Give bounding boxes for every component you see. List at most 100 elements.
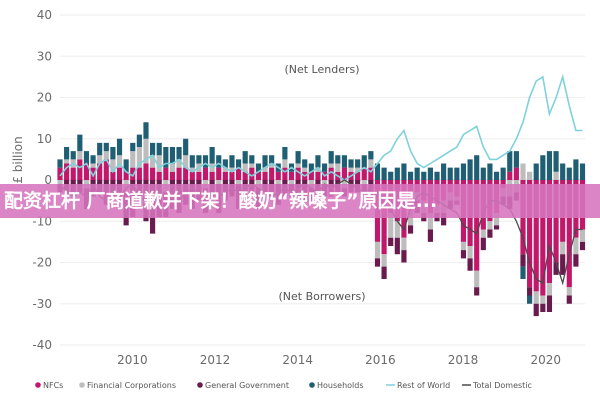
bar-fin: [90, 163, 96, 168]
bar-nfc: [90, 167, 96, 180]
bar-fin: [579, 229, 586, 242]
bar-nfc: [110, 171, 116, 180]
bar-gov: [388, 237, 394, 246]
bar-fin: [480, 229, 486, 238]
bar-nfc: [77, 159, 83, 180]
bar-fin: [269, 163, 275, 168]
bar-nfc: [315, 171, 321, 180]
bar-hh: [321, 163, 328, 172]
bar-nfc: [546, 180, 553, 284]
bar-gov: [573, 254, 579, 267]
bar-hh: [573, 159, 579, 180]
bar-hh: [189, 155, 195, 168]
bar-fin: [520, 163, 526, 180]
bar-hh: [513, 151, 519, 168]
bar-hh: [401, 163, 407, 180]
bar-hh: [427, 167, 433, 180]
bar-hh: [110, 147, 116, 160]
bar-fin: [189, 167, 195, 172]
legend-marker: [309, 382, 315, 388]
bar-hh: [493, 171, 500, 180]
bar-hh: [480, 167, 486, 180]
bar-gov: [394, 237, 400, 255]
bar-fin: [295, 163, 301, 168]
bar-hh: [123, 159, 129, 172]
y-tick-label: 0: [44, 173, 52, 187]
bar-fin: [540, 295, 546, 304]
bar-nfc: [143, 163, 149, 180]
legend-item: Rest of World: [397, 381, 450, 390]
bar-gov: [546, 295, 553, 312]
headline-banner: 配资杠杆 厂商道歉并下架！酸奶“辣嗓子”原因是...: [0, 184, 600, 218]
x-tick-label: 2018: [448, 353, 479, 367]
bar-fin: [487, 221, 493, 230]
bar-nfc: [156, 171, 162, 180]
bar-nfc: [103, 159, 109, 180]
bar-gov: [407, 225, 414, 234]
bar-hh: [169, 147, 176, 164]
bar-hh: [348, 159, 354, 168]
bar-hh: [414, 167, 420, 180]
bar-nfc: [527, 180, 533, 288]
bar-fin: [222, 167, 228, 172]
bar-hh: [374, 163, 381, 180]
bar-nfc: [269, 167, 275, 180]
bar-nfc: [116, 167, 123, 180]
bar-hh: [308, 163, 314, 172]
bar-fin: [130, 151, 136, 168]
bar-hh: [381, 167, 387, 180]
bar-fin: [321, 180, 328, 185]
y-tick-label: 20: [37, 91, 52, 105]
x-tick-label: 2010: [117, 353, 148, 367]
bar-hh: [579, 163, 586, 180]
bar-hh: [216, 155, 222, 168]
y-tick-label: -20: [32, 256, 52, 270]
bar-nfc: [361, 167, 367, 180]
bar-fin: [546, 283, 553, 296]
bar-hh: [83, 151, 90, 164]
y-tick-label: -40: [32, 338, 52, 352]
bar-gov: [381, 266, 387, 279]
bar-gov: [374, 258, 381, 267]
bar-gov: [527, 287, 533, 296]
bar-hh: [77, 134, 83, 152]
bar-nfc: [295, 167, 301, 180]
bar-gov: [520, 254, 526, 267]
bar-hh: [70, 151, 76, 160]
bar-fin: [169, 163, 176, 172]
bar-hh: [527, 295, 533, 304]
bar-hh: [97, 142, 103, 156]
bar-fin: [116, 155, 123, 168]
bar-hh: [302, 159, 308, 168]
annotation-net-lenders: (Net Lenders): [284, 63, 359, 76]
bar-hh: [90, 155, 96, 164]
bar-hh: [447, 167, 453, 180]
bar-hh: [295, 151, 301, 164]
bar-fin: [460, 241, 467, 251]
bar-nfc: [236, 167, 242, 180]
bar-fin: [103, 151, 109, 160]
bar-hh: [507, 151, 513, 172]
bar-nfc: [255, 171, 262, 180]
x-tick-label: 2014: [282, 353, 313, 367]
bar-series: [57, 122, 586, 317]
bar-nfc: [209, 171, 215, 180]
bar-fin: [229, 167, 235, 172]
bar-hh: [487, 163, 493, 180]
bar-hh: [156, 142, 162, 156]
bar-fin: [374, 241, 381, 259]
legend-item: Total Domestic: [472, 381, 532, 390]
bar-fin: [242, 163, 248, 172]
bar-nfc: [202, 167, 209, 180]
bar-fin: [493, 213, 500, 226]
bar-nfc: [553, 180, 559, 263]
bar-fin: [64, 159, 70, 164]
bar-fin: [474, 270, 480, 288]
bar-gov: [553, 262, 559, 275]
bar-hh: [434, 171, 440, 180]
bar-hh: [335, 155, 341, 164]
bar-nfc: [533, 180, 539, 292]
bar-nfc: [328, 167, 334, 180]
bar-hh: [64, 147, 70, 160]
